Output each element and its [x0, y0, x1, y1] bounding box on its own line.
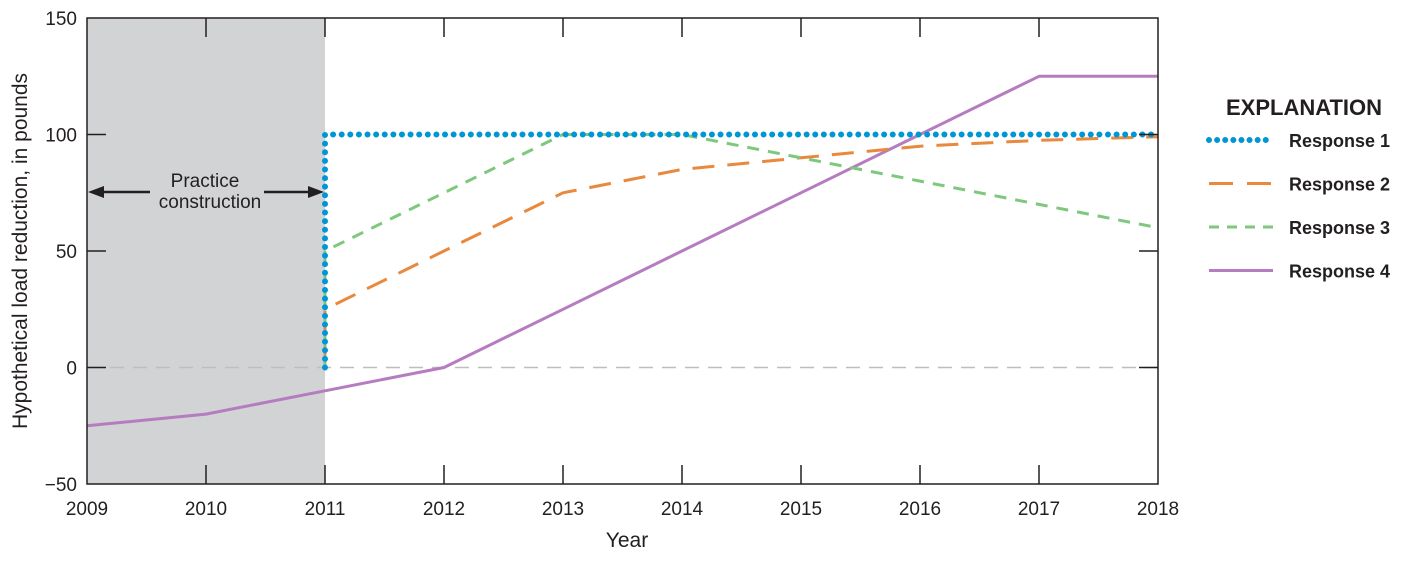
x-tick-label: 2018: [1137, 499, 1179, 520]
shaded-region: [87, 18, 325, 484]
y-tick-label: 50: [56, 242, 77, 263]
annotation-line-1: Practice: [171, 171, 240, 192]
x-tick-label: 2013: [542, 499, 584, 520]
y-tick-label: 0: [66, 359, 77, 380]
y-tick-label: 100: [45, 126, 77, 147]
legend-label-2: Response 2: [1289, 175, 1390, 195]
x-tick-label: 2017: [1018, 499, 1060, 520]
series-line-1: [322, 131, 1161, 371]
x-tick-label: 2015: [780, 499, 822, 520]
x-tick-label: 2014: [661, 499, 704, 520]
series-line-3: [323, 133, 1159, 368]
x-tick-label: 2010: [185, 499, 227, 520]
series-line-4: [86, 74, 1158, 428]
x-tick-label: 2012: [423, 499, 465, 520]
y-tick-label: 150: [45, 9, 77, 30]
legend-label-1: Response 1: [1289, 131, 1390, 151]
legend-title: EXPLANATION: [1226, 95, 1382, 120]
y-tick-label: −50: [45, 475, 77, 496]
x-tick-label: 2009: [66, 499, 108, 520]
legend-label-3: Response 3: [1289, 218, 1390, 238]
legend-label-4: Response 4: [1289, 262, 1390, 282]
series-line-2: [323, 135, 1159, 368]
annotation-line-2: construction: [159, 192, 261, 213]
x-axis-title: Year: [606, 529, 648, 552]
y-axis-title: Hypothetical load reduction, in pounds: [9, 73, 32, 429]
arrow-right-icon: [308, 186, 324, 198]
arrow-left-icon: [88, 186, 104, 198]
x-tick-label: 2016: [899, 499, 941, 520]
x-tick-label: 2011: [305, 499, 346, 520]
